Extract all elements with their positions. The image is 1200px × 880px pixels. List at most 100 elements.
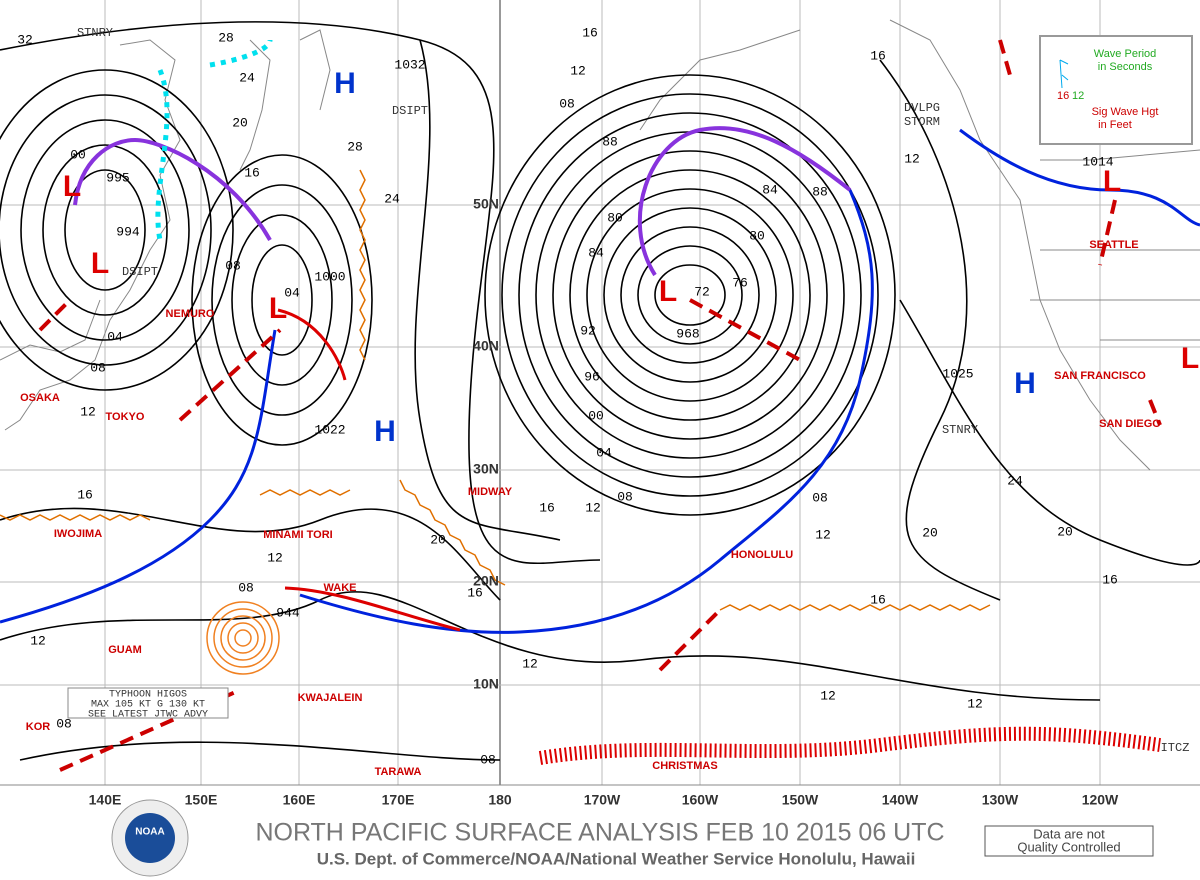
place-name: TARAWA — [375, 766, 422, 778]
typhoon-text: MAX 105 KT G 130 KT — [91, 700, 205, 711]
pressure-label: 1022 — [314, 422, 345, 437]
trough — [998, 39, 1012, 76]
isobar-label: 92 — [580, 323, 596, 338]
coastline — [889, 19, 1151, 471]
low-center: L — [91, 247, 109, 280]
isobar-label: 80 — [607, 210, 623, 225]
pressure-label: 968 — [676, 326, 699, 341]
place-name: KWAJALEIN — [298, 692, 363, 704]
front-label: DVLPG — [904, 101, 940, 115]
front-label: STORM — [904, 115, 940, 129]
place-name: GUAM — [108, 644, 142, 656]
place-name: SAN FRANCISCO — [1054, 370, 1146, 382]
typhoon-ring — [227, 622, 259, 654]
high-center: H — [1014, 367, 1036, 400]
isobar-label: 00 — [70, 147, 86, 162]
isobar-label: 04 — [107, 329, 123, 344]
isobar — [251, 244, 313, 356]
place-name: TOKYO — [106, 411, 145, 423]
isobar — [0, 69, 234, 391]
place-name: MINAMI TORI — [263, 529, 332, 541]
low-center: L — [1103, 165, 1121, 198]
front-label: STNRY — [942, 423, 978, 437]
longitude-label: 140E — [89, 792, 122, 808]
low-center: L — [269, 292, 287, 325]
legend-box — [1039, 35, 1193, 145]
isobar — [211, 184, 353, 416]
trough — [658, 608, 722, 672]
isobar — [42, 144, 168, 316]
legend-sample: 12 — [1072, 90, 1084, 102]
latitude-label: 10N — [473, 676, 499, 692]
coastline — [4, 39, 181, 431]
pressure-label: 1000 — [314, 269, 345, 284]
occluded-front — [638, 126, 852, 277]
isobar-label: 20 — [232, 115, 248, 130]
isobar-label: 12 — [904, 151, 920, 166]
pressure-label: 04 — [284, 285, 300, 300]
isobar-label: 08 — [56, 716, 72, 731]
front-label: STNRY — [77, 26, 113, 40]
isobar-label: 96 — [584, 369, 600, 384]
trough — [1148, 399, 1162, 426]
page-subtitle: U.S. Dept. of Commerce/NOAA/National Wea… — [317, 849, 916, 868]
place-name: MIDWAY — [468, 486, 513, 498]
latitude-label: 50N — [473, 196, 499, 212]
disclaimer-text: Quality Controlled — [1017, 839, 1120, 854]
isobar — [603, 207, 777, 383]
cold-front — [959, 128, 1200, 227]
coastline — [299, 29, 331, 111]
isobar-label: 12 — [967, 696, 983, 711]
latitude-label: 30N — [473, 461, 499, 477]
stationary-front — [259, 489, 351, 496]
isobar-label: 16 — [244, 165, 260, 180]
longitude-label: 150W — [782, 792, 819, 808]
trough — [1098, 199, 1117, 266]
longitude-label: 170W — [584, 792, 621, 808]
pressure-label: 1014 — [1082, 154, 1113, 169]
typhoon-ring — [220, 615, 266, 661]
high-center: H — [334, 67, 356, 100]
isobar — [879, 59, 1001, 601]
legend-text: Wave Period — [1094, 48, 1157, 60]
itcz — [538, 726, 1161, 765]
warm-front — [284, 586, 461, 632]
isobar-label: 12 — [30, 633, 46, 648]
isobar-label: 12 — [585, 500, 601, 515]
place-name: HONOLULU — [731, 549, 793, 561]
isobar-label: 20 — [922, 525, 938, 540]
isobar — [637, 245, 743, 345]
isobar-label: 20 — [430, 532, 446, 547]
isobar-label: 12 — [267, 550, 283, 565]
isobar-label: 24 — [239, 70, 255, 85]
pressure-label: 944 — [276, 605, 300, 620]
isobar-label: 16 — [77, 487, 93, 502]
isobar-label: 16 — [870, 592, 886, 607]
typhoon-text: SEE LATEST JTWC ADVY — [88, 710, 208, 721]
pressure-label: 72 — [694, 284, 710, 299]
place-name: CHRISTMAS — [652, 760, 717, 772]
isobar-label: 88 — [812, 184, 828, 199]
longitude-label: 170E — [382, 792, 415, 808]
latitude-label: 40N — [473, 338, 499, 354]
warm-front — [277, 308, 347, 381]
isobar-label: 12 — [522, 656, 538, 671]
stationary-front — [0, 514, 151, 521]
isobar-label: 12 — [815, 527, 831, 542]
isobar-label: 04 — [596, 445, 612, 460]
page-title: NORTH PACIFIC SURFACE ANALYSIS FEB 10 20… — [255, 819, 944, 847]
isobar — [899, 299, 1200, 566]
pressure-label: 994 — [116, 224, 140, 239]
isobar — [552, 150, 828, 440]
isobar-label: 28 — [218, 30, 234, 45]
isobar — [0, 21, 601, 565]
legend-text: in Feet — [1098, 119, 1132, 131]
isobar-label: 12 — [820, 688, 836, 703]
high-center: H — [374, 415, 396, 448]
longitude-label: 160W — [682, 792, 719, 808]
place-name: NEMURO — [166, 308, 215, 320]
isobar-label: 76 — [732, 275, 748, 290]
legend-text: in Seconds — [1098, 61, 1153, 73]
disclaimer-box — [984, 825, 1154, 857]
